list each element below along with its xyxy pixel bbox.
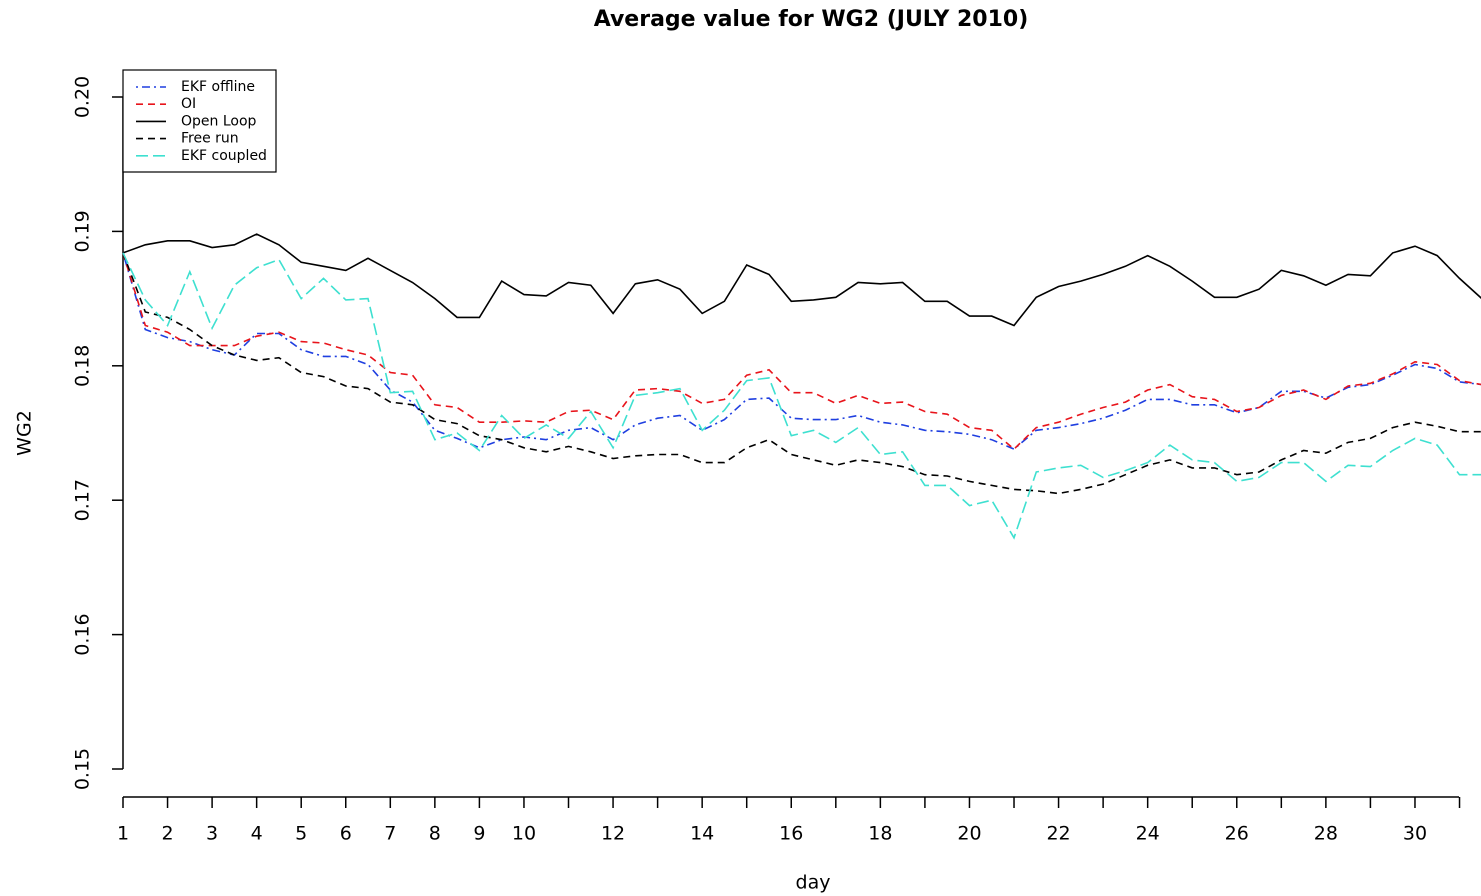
series-line bbox=[122, 252, 1481, 540]
x-tick-label: 3 bbox=[206, 823, 218, 845]
legend-label: EKF coupled bbox=[181, 148, 267, 164]
series-line bbox=[122, 252, 1481, 495]
legend-label: EKF offline bbox=[181, 79, 255, 95]
x-tick-label: 16 bbox=[779, 823, 803, 845]
y-tick-label: 0.16 bbox=[72, 613, 94, 655]
series-line bbox=[122, 252, 1481, 451]
x-tick-label: 8 bbox=[429, 823, 441, 845]
y-tick-label: 0.19 bbox=[72, 210, 94, 252]
x-tick-label: 7 bbox=[384, 823, 396, 845]
y-tick-label: 0.17 bbox=[72, 479, 94, 521]
legend-label: Open Loop bbox=[181, 113, 257, 129]
x-tick-label: 9 bbox=[473, 823, 485, 845]
legend-label: OI bbox=[181, 96, 196, 112]
x-tick-label: 28 bbox=[1314, 823, 1338, 845]
legend-label: Free run bbox=[181, 131, 239, 147]
y-tick-label: 0.20 bbox=[72, 76, 94, 118]
x-tick-label: 2 bbox=[162, 823, 174, 845]
x-tick-label: 10 bbox=[512, 823, 536, 845]
x-tick-label: 12 bbox=[601, 823, 625, 845]
x-tick-label: 30 bbox=[1403, 823, 1427, 845]
x-tick-label: 22 bbox=[1046, 823, 1070, 845]
x-tick-label: 5 bbox=[295, 823, 307, 845]
x-tick-label: 4 bbox=[251, 823, 263, 845]
y-tick-label: 0.15 bbox=[72, 748, 94, 790]
chart-title: Average value for WG2 (JULY 2010) bbox=[594, 7, 1029, 32]
y-axis-label: WG2 bbox=[14, 410, 36, 456]
y-tick-label: 0.18 bbox=[72, 345, 94, 387]
x-tick-label: 26 bbox=[1225, 823, 1249, 845]
x-tick-label: 1 bbox=[117, 823, 129, 845]
x-tick-label: 20 bbox=[957, 823, 981, 845]
plot-area bbox=[122, 233, 1481, 540]
x-tick-label: 18 bbox=[868, 823, 892, 845]
series-line bbox=[122, 233, 1481, 327]
series-line bbox=[122, 252, 1481, 451]
x-tick-label: 24 bbox=[1136, 823, 1160, 845]
x-tick-label: 14 bbox=[690, 823, 714, 845]
x-tick-label: 6 bbox=[340, 823, 352, 845]
x-axis-label: day bbox=[796, 872, 831, 894]
